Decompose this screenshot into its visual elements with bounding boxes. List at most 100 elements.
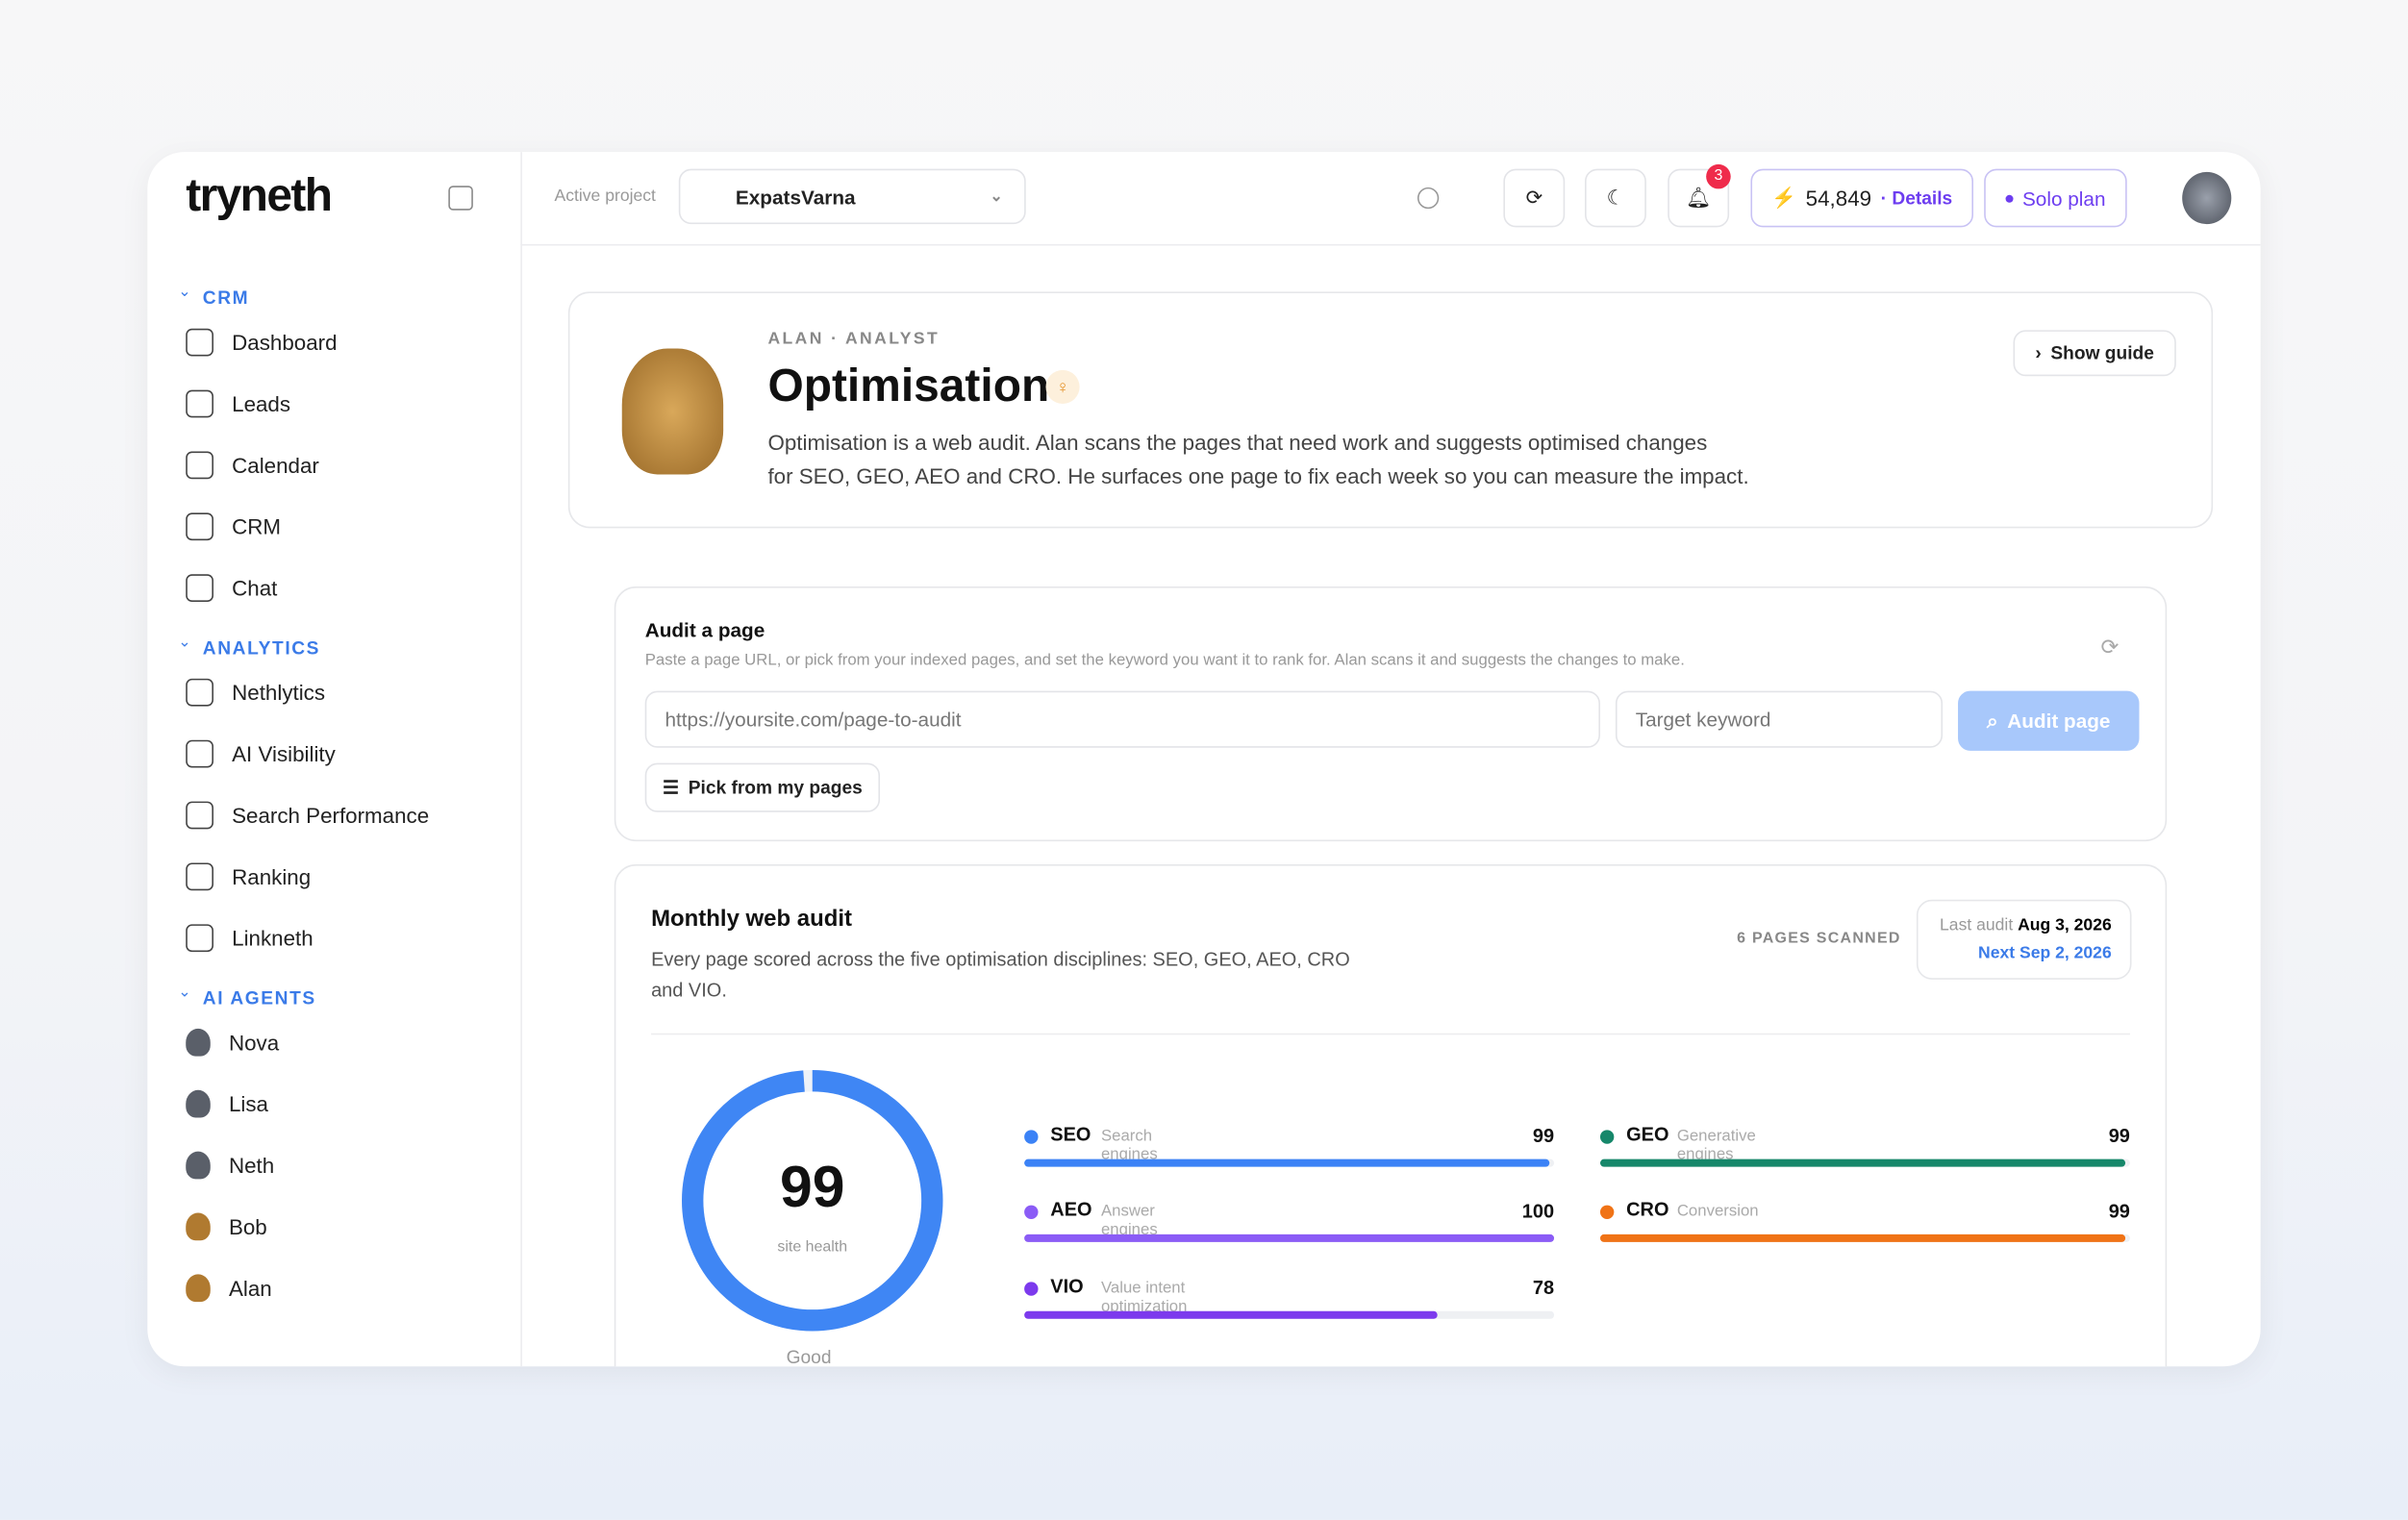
- nav-item[interactable]: Alan: [186, 1273, 272, 1304]
- score: 99: [780, 1154, 845, 1219]
- metric-desc: Conversion: [1676, 1202, 1759, 1221]
- description-line: Every page scored across the five optimi…: [651, 948, 1350, 971]
- project-name: ExpatsVarna: [735, 185, 856, 209]
- credits: 54,849: [1805, 186, 1872, 211]
- nav-item[interactable]: Search Performance: [186, 800, 429, 831]
- nav-item[interactable]: Neth: [186, 1150, 274, 1181]
- plan-button[interactable]: Solo plan: [1984, 168, 2127, 228]
- metric-track: [1024, 1159, 1555, 1167]
- metric-name: CRO: [1626, 1199, 1669, 1221]
- metric-dot: [1599, 1205, 1615, 1219]
- nav-section: AI AGENTS: [202, 986, 316, 1009]
- metric-desc: Search engines: [1100, 1127, 1158, 1164]
- pick-pages-button[interactable]: ☰ Pick from my pages: [644, 762, 881, 812]
- description-line: for SEO, GEO, AEO and CRO. He surfaces o…: [767, 463, 1749, 488]
- nav-item[interactable]: CRM: [186, 511, 281, 542]
- nav-item[interactable]: Nethlytics: [186, 677, 325, 708]
- metric-value: 99: [2108, 1125, 2130, 1147]
- agent-avatar: [186, 1028, 211, 1057]
- pick-pages-label: Pick from my pages: [688, 777, 863, 799]
- url-input[interactable]: https://yoursite.com/page-to-audit: [644, 690, 1600, 748]
- metric-value: 99: [2108, 1200, 2130, 1223]
- refresh-button[interactable]: ⟳: [1503, 168, 1566, 228]
- nav-label: Alan: [228, 1276, 272, 1301]
- nav-item[interactable]: Calendar: [186, 450, 319, 481]
- collapse-button[interactable]: [448, 186, 473, 211]
- metric-bar: [1599, 1159, 2125, 1167]
- nav-section: CRM: [202, 287, 250, 309]
- monthly-title: Monthly web audit: [651, 906, 853, 933]
- nav-label: Bob: [228, 1214, 267, 1239]
- score-label: site health: [777, 1238, 847, 1255]
- chevron: ⌄: [178, 984, 191, 1002]
- metric-name: VIO: [1050, 1276, 1084, 1298]
- nav-icon: [186, 924, 213, 953]
- details-link[interactable]: · Details: [1880, 187, 1953, 210]
- project-select[interactable]: ExpatsVarna ⌄: [678, 168, 1026, 225]
- nav-item[interactable]: AI Visibility: [186, 738, 336, 769]
- nav-item[interactable]: Ranking: [186, 861, 311, 892]
- plan: Solo plan: [2021, 187, 2106, 210]
- metric-name: AEO: [1050, 1199, 1092, 1221]
- audit-title: Audit a page: [644, 618, 765, 642]
- nav-item[interactable]: Chat: [186, 573, 277, 604]
- nav-label: Nova: [228, 1030, 280, 1056]
- agent-avatar: [186, 1151, 211, 1180]
- ring-value: [682, 1070, 943, 1332]
- nav-item[interactable]: Nova: [186, 1027, 279, 1058]
- agent-avatar: [186, 1089, 211, 1118]
- show-guide-label: Show guide: [2050, 342, 2154, 364]
- audit-refresh[interactable]: ⟳: [2100, 634, 2120, 660]
- monthly-card: Monthly web audit Every page scored acro…: [614, 864, 2168, 1367]
- nav-item[interactable]: Dashboard: [186, 327, 338, 358]
- nav-label: Search Performance: [232, 803, 430, 828]
- tip-icon[interactable]: ♀: [1045, 369, 1080, 404]
- audit-button-label: Audit page: [2007, 709, 2111, 733]
- metric-dot: [1024, 1130, 1039, 1144]
- nav-item[interactable]: Leads: [186, 388, 290, 419]
- page-title: Optimisation: [767, 361, 1050, 411]
- user-avatar[interactable]: [2182, 171, 2232, 225]
- metric-bar: [1024, 1233, 1555, 1242]
- notifications-button[interactable]: 🔔︎: [1668, 168, 1730, 228]
- metric-name: GEO: [1626, 1123, 1669, 1146]
- nav-label: Calendar: [232, 453, 319, 478]
- credits-button[interactable]: ⚡ 54,849 · Details: [1750, 168, 1974, 228]
- nav-label: CRM: [232, 513, 282, 539]
- brand: tryneth: [186, 170, 333, 221]
- audit-button[interactable]: ⌕ Audit page: [1958, 690, 2140, 751]
- agent-avatar: [186, 1212, 211, 1241]
- metric-desc: Generative engines: [1676, 1127, 1756, 1164]
- content: ALAN · ANALYST Optimisation ♀ Optimisati…: [520, 246, 2260, 1367]
- notification-badge: 3: [1706, 163, 1731, 189]
- nav-label: Nethlytics: [232, 680, 326, 705]
- metric-bar: [1024, 1310, 1438, 1319]
- nav-label: Linkneth: [232, 925, 314, 951]
- metric-name: SEO: [1050, 1123, 1091, 1146]
- metric-value: 100: [1521, 1200, 1555, 1223]
- keyword-input[interactable]: Target keyword: [1615, 690, 1944, 748]
- nav-label: Dashboard: [232, 330, 338, 355]
- last-audit-label: Last audit: [1940, 916, 2014, 935]
- help-button[interactable]: [1417, 187, 1440, 210]
- metric-value: 78: [1532, 1277, 1555, 1299]
- agent-avatar: [621, 348, 724, 475]
- audit-dates: Last audit Aug 3, 2026 Next Sep 2, 2026: [1916, 899, 2132, 980]
- description-line: Optimisation is a web audit. Alan scans …: [767, 430, 1708, 455]
- metric-bar: [1024, 1159, 1549, 1167]
- metric-dot: [1024, 1282, 1039, 1296]
- metric-track: [1024, 1233, 1555, 1242]
- theme-button[interactable]: ☾: [1585, 168, 1646, 228]
- nav-item[interactable]: Lisa: [186, 1088, 268, 1119]
- nav-item[interactable]: Bob: [186, 1211, 267, 1242]
- nav-item[interactable]: Linkneth: [186, 923, 314, 954]
- show-guide-button[interactable]: › Show guide: [2013, 330, 2176, 377]
- chevron: ⌄: [178, 284, 191, 301]
- metric-track: [1599, 1233, 2130, 1242]
- rating: Good: [786, 1346, 832, 1367]
- metric-dot: [1024, 1205, 1039, 1219]
- page-description: Optimisation is a web audit. Alan scans …: [767, 425, 1748, 492]
- metric-dot: [1599, 1130, 1615, 1144]
- metric-desc: Answer engines: [1100, 1202, 1158, 1239]
- audit-card: Audit a page Paste a page URL, or pick f…: [614, 586, 2168, 842]
